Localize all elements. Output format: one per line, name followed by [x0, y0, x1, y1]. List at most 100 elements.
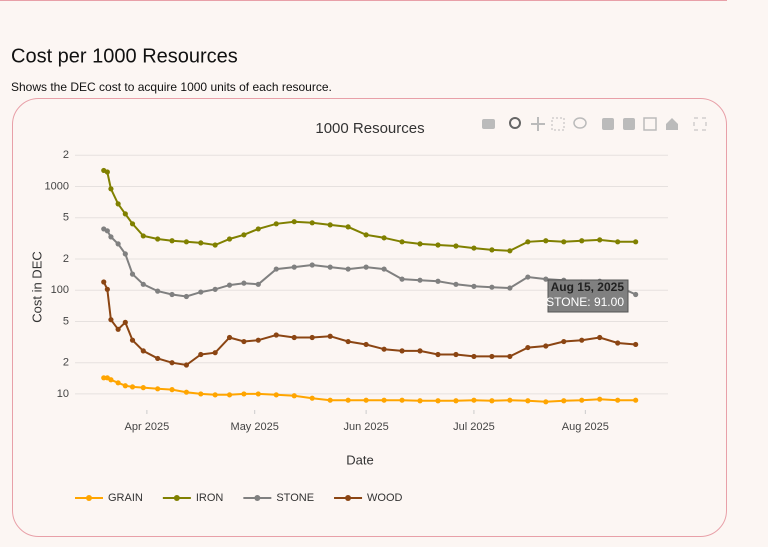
series-point: [327, 222, 333, 228]
x-tick-label: Jun 2025: [343, 421, 388, 433]
x-tick-label: May 2025: [231, 421, 279, 433]
series-point: [122, 383, 128, 389]
series-point: [241, 338, 247, 345]
y-tick-label: 2: [63, 357, 69, 369]
x-tick-label: Apr 2025: [125, 421, 170, 433]
series-point: [543, 399, 549, 405]
series-point: [615, 239, 621, 245]
series-point: [489, 398, 495, 404]
camera-icon[interactable]: [482, 119, 495, 129]
series-point: [561, 398, 567, 404]
series-point: [507, 248, 513, 254]
autoscale-icon[interactable]: [643, 117, 657, 131]
series-point: [226, 392, 233, 398]
series-point: [155, 236, 161, 242]
series-point: [525, 344, 531, 351]
series-point: [363, 397, 369, 403]
series-point: [363, 341, 369, 348]
series-point: [155, 288, 161, 294]
y-tick-label: 1000: [45, 180, 69, 192]
series-point: [115, 326, 121, 332]
series-point: [309, 395, 315, 401]
series-point: [241, 280, 247, 286]
series-point: [198, 351, 204, 358]
series-point: [345, 224, 351, 230]
series-point: [543, 276, 549, 282]
series-point: [399, 397, 405, 403]
pan-icon[interactable]: [531, 117, 545, 131]
series-point: [597, 237, 603, 243]
legend-label: STONE: [276, 492, 314, 504]
series-point: [101, 375, 107, 381]
series-point: [241, 232, 247, 238]
series-point: [381, 397, 387, 403]
series-point: [435, 278, 441, 284]
series-point: [255, 391, 261, 397]
series-point: [101, 279, 107, 285]
tooltip-title: Aug 15, 2025: [551, 280, 625, 294]
series-point: [327, 333, 333, 339]
lasso-icon[interactable]: [573, 117, 587, 129]
series-point: [579, 397, 585, 403]
legend-label: WOOD: [367, 492, 402, 504]
series-point: [381, 235, 387, 241]
series-point: [525, 239, 531, 245]
series-point: [212, 286, 218, 292]
series-point: [381, 266, 387, 272]
zoom-out-icon[interactable]: [623, 118, 635, 130]
y-axis-label: Cost in DEC: [29, 251, 44, 323]
series-point: [525, 398, 531, 404]
series-point: [417, 241, 423, 247]
series-point: [399, 276, 405, 282]
series-point: [543, 238, 549, 244]
series-point: [115, 201, 121, 207]
series-point: [226, 334, 233, 341]
series-point: [327, 397, 333, 403]
series-point: [212, 242, 218, 248]
y-tick-label: 5: [63, 315, 69, 327]
home-icon[interactable]: [666, 118, 678, 130]
tooltip-box: [547, 279, 629, 313]
series-point: [291, 334, 297, 341]
series-point: [273, 392, 279, 398]
legend-marker: [345, 495, 352, 501]
series-point: [579, 337, 585, 343]
series-point: [417, 277, 423, 283]
series-point: [241, 391, 247, 397]
series-point: [226, 282, 233, 288]
series-point: [309, 262, 315, 268]
y-tick-label: 5: [63, 212, 69, 224]
chart-card: [12, 98, 727, 537]
zoom-in-icon[interactable]: [602, 118, 614, 130]
fullscreen-icon[interactable]: [693, 117, 707, 131]
series-point: [226, 236, 233, 242]
series-point: [155, 386, 161, 392]
series-point: [198, 391, 204, 397]
series-point: [104, 286, 110, 292]
series-point: [633, 341, 639, 348]
series-point: [561, 338, 567, 345]
x-tick-label: Jul 2025: [453, 421, 495, 433]
series-point: [597, 334, 603, 341]
series-point: [453, 281, 459, 287]
series-point: [108, 317, 114, 323]
series-point: [169, 238, 175, 244]
series-point: [345, 266, 351, 272]
zoom-icon[interactable]: [509, 117, 521, 129]
x-axis-label: Date: [346, 452, 373, 467]
series-point: [198, 289, 204, 295]
select-icon[interactable]: [551, 117, 565, 131]
plot-area: [101, 167, 639, 405]
series-point: [273, 266, 279, 272]
modebar[interactable]: [482, 117, 707, 131]
y-tick-label: 100: [51, 284, 69, 296]
series-point: [381, 346, 387, 352]
series-point: [417, 398, 423, 404]
series-point: [140, 233, 146, 239]
series-point: [108, 186, 114, 192]
series-point: [417, 348, 423, 354]
legend-label: GRAIN: [108, 492, 143, 504]
